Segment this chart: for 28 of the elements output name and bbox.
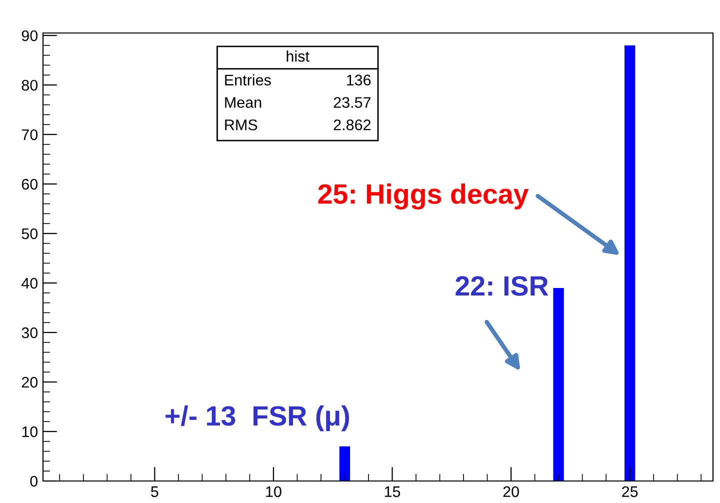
x-tick-label: 10: [266, 486, 282, 498]
bar: [553, 288, 564, 481]
annotation: 136: [346, 74, 371, 86]
annotation: Mean: [225, 97, 262, 108]
y-tick-label: 0: [30, 476, 38, 487]
annotation: 23.57: [334, 97, 371, 108]
annotation: 25: Higgs decay: [318, 184, 529, 210]
annotation: +/- 13 FSR (μ): [166, 405, 350, 432]
y-tick-label: 80: [22, 80, 38, 91]
x-tick-label: 20: [503, 486, 519, 498]
annotation: RMS: [225, 119, 258, 130]
y-tick-label: 50: [22, 228, 38, 240]
y-tick-label: 60: [22, 178, 38, 190]
bar: [339, 446, 350, 481]
x-tick-label: 5: [151, 486, 158, 498]
y-tick-label: 70: [22, 129, 38, 140]
x-tick-label: 15: [384, 486, 400, 498]
y-tick-label: 20: [22, 376, 38, 388]
annotation: Entries: [225, 74, 271, 86]
x-tick-label: 25: [622, 486, 638, 498]
y-tick-label: 40: [22, 278, 38, 289]
annotation: 22: ISR: [456, 276, 548, 296]
annotation: hist: [286, 50, 310, 62]
bar: [624, 45, 636, 481]
y-tick-label: 10: [22, 426, 38, 438]
y-tick-label: 30: [22, 327, 38, 338]
annotation: 2.862: [334, 119, 371, 130]
y-tick-label: 90: [22, 30, 38, 42]
